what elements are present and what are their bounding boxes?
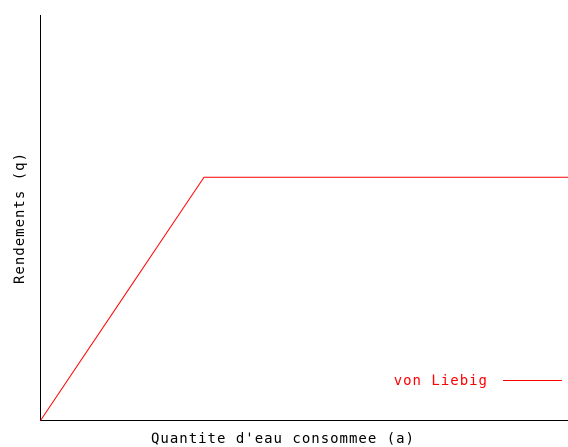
series-line-0 bbox=[40, 176, 568, 421]
axes bbox=[40, 15, 568, 421]
legend: von Liebig bbox=[394, 373, 562, 389]
legend-label: von Liebig bbox=[394, 373, 488, 389]
x-axis-label: Quantite d'eau consommee (a) bbox=[151, 431, 415, 447]
series-layer bbox=[40, 176, 568, 421]
y-axis-label: Rendements (q) bbox=[12, 152, 28, 284]
